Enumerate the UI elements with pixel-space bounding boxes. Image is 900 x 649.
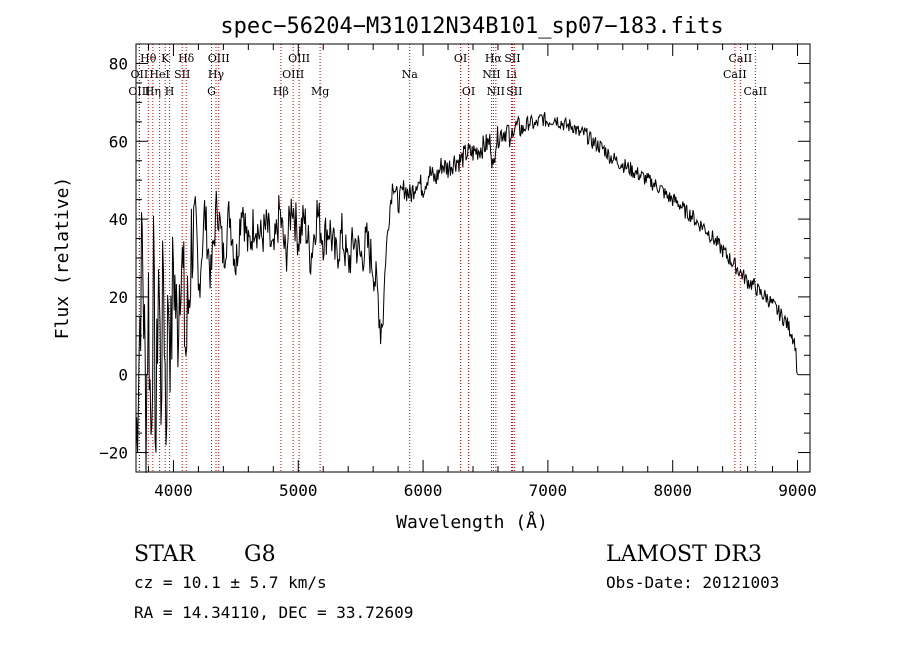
y-tick-label: 60 (109, 132, 128, 151)
marker-label: Hβ (273, 85, 289, 98)
marker-label: SII (174, 68, 190, 81)
x-axis: 4000 5000 6000 7000 8000 9000 (147, 44, 817, 500)
y-tick-label: 20 (109, 288, 128, 307)
spectrum-line-group (135, 112, 798, 473)
marker-label: K (161, 52, 170, 65)
x-tick-label: 5000 (279, 481, 318, 500)
marker-label: Hγ (208, 68, 225, 81)
marker-label: OI (454, 52, 467, 65)
marker-label: Hη (145, 85, 161, 98)
x-tick-label: 6000 (404, 481, 443, 500)
cz-text: cz = 10.1 ± 5.7 km/s (134, 573, 327, 592)
marker-label: OI (462, 85, 475, 98)
y-tick-label: −20 (99, 444, 128, 463)
marker-label: Hα (485, 52, 503, 65)
marker-label: G (207, 85, 216, 98)
marker-label: Na (402, 68, 419, 81)
y-axis: −20 0 20 40 60 80 (99, 43, 810, 473)
obsdate-text: Obs-Date: 20121003 (606, 573, 779, 592)
y-tick-label: 40 (109, 210, 128, 229)
y-axis-label: Flux (relative) (52, 177, 73, 340)
marker-label: Mg (311, 85, 329, 98)
marker-label: SII (504, 52, 520, 65)
marker-label: OIII (282, 68, 304, 81)
marker-label: CaII (723, 68, 747, 81)
marker-labels: Hθ OII OIII K HeI Hη H Hδ SII OIII Hγ G Hβ OIII OIII Mg… (128, 52, 767, 98)
marker-label: H (165, 85, 175, 98)
marker-label: OIII (288, 52, 310, 65)
marker-label: Hθ (140, 52, 157, 65)
chart-title: spec−56204−M31012N34B101_sp07−183.fits (220, 14, 723, 39)
marker-label: SII (506, 85, 522, 98)
x-tick-label: 9000 (778, 481, 817, 500)
marker-lines (138, 44, 756, 472)
marker-label: Hδ (178, 52, 195, 65)
marker-label: OIII (208, 52, 230, 65)
marker-label: CaII (729, 52, 753, 65)
x-tick-label: 4000 (154, 481, 193, 500)
x-tick-label: 7000 (529, 481, 568, 500)
spectrum-line (135, 112, 798, 473)
x-tick-label: 8000 (653, 481, 692, 500)
marker-label: OIII (128, 85, 150, 98)
marker-label: HeI (149, 68, 169, 81)
subclass-label: G8 (244, 542, 276, 567)
marker-label: NII (482, 68, 500, 81)
x-axis-label: Wavelength (Å) (396, 511, 548, 533)
y-tick-label: 0 (118, 366, 128, 385)
marker-label: OII (131, 68, 149, 81)
marker-label: Li (506, 68, 517, 81)
marker-label: CaII (743, 85, 767, 98)
y-tick-label: 80 (109, 54, 128, 73)
marker-label: NII (487, 85, 505, 98)
class-label: STAR (134, 542, 196, 567)
survey-label: LAMOST DR3 (606, 542, 762, 567)
radec-text: RA = 14.34110, DEC = 33.72609 (134, 603, 413, 622)
